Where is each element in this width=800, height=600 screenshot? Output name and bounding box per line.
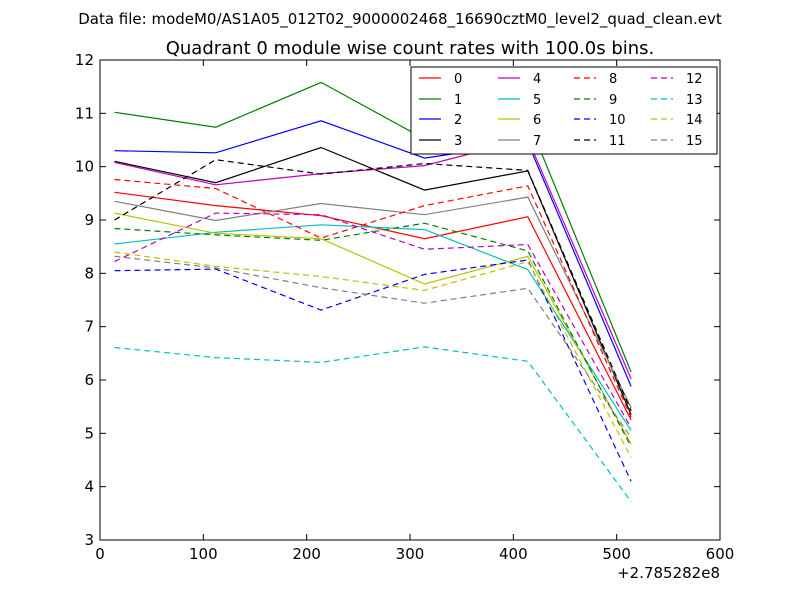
x-tick-label: 100 (189, 545, 218, 563)
series-2-line (114, 120, 632, 387)
legend-label-12: 12 (686, 72, 703, 87)
legend-label-3: 3 (454, 134, 462, 149)
y-tick-label: 10 (75, 158, 94, 176)
legend-label-9: 9 (609, 93, 617, 108)
series-7-line (114, 196, 632, 408)
series-11-line (114, 159, 632, 412)
legend-label-5: 5 (533, 93, 541, 108)
y-tick-label: 5 (84, 424, 94, 442)
series-14-line (114, 251, 632, 458)
chart-title: Quadrant 0 module wise count rates with … (166, 38, 655, 59)
series-6-line (114, 212, 632, 445)
series-10-line (114, 259, 632, 482)
series-12-line (114, 212, 632, 429)
series-8-line (114, 178, 632, 418)
data-file-label: Data file: modeM0/AS1A05_012T02_90000024… (78, 10, 722, 29)
x-tick-label: 500 (602, 545, 631, 563)
y-tick-label: 12 (75, 51, 94, 69)
legend-label-13: 13 (686, 93, 703, 108)
x-tick-label: 400 (499, 545, 528, 563)
series-3-line (114, 146, 632, 415)
x-tick-label: 200 (292, 545, 321, 563)
y-tick-label: 9 (84, 211, 94, 229)
y-tick-label: 3 (84, 531, 94, 549)
x-tick-label: 0 (95, 545, 105, 563)
series-9-line (114, 222, 632, 447)
series-13-line (114, 346, 632, 502)
legend-label-0: 0 (454, 72, 462, 87)
legend-label-11: 11 (609, 134, 626, 149)
x-tick-label: 300 (396, 545, 425, 563)
y-tick-label: 7 (84, 318, 94, 336)
y-tick-label: 11 (75, 104, 94, 122)
legend-label-8: 8 (609, 72, 617, 87)
series-4-line (114, 138, 632, 380)
y-tick-label: 6 (84, 371, 94, 389)
legend-label-1: 1 (454, 93, 462, 108)
y-tick-label: 4 (84, 478, 94, 496)
x-offset-label: +2.785282e8 (617, 564, 720, 582)
x-tick-label: 600 (706, 545, 735, 563)
series-15-line (114, 255, 632, 438)
legend-label-15: 15 (686, 134, 703, 149)
series-layer (114, 81, 632, 502)
legend-label-10: 10 (609, 113, 626, 128)
legend-label-6: 6 (533, 113, 541, 128)
legend-label-14: 14 (686, 113, 703, 128)
legend-label-7: 7 (533, 134, 541, 149)
y-tick-label: 8 (84, 264, 94, 282)
legend-label-2: 2 (454, 113, 462, 128)
legend-label-4: 4 (533, 72, 541, 87)
series-1-line (114, 81, 632, 373)
